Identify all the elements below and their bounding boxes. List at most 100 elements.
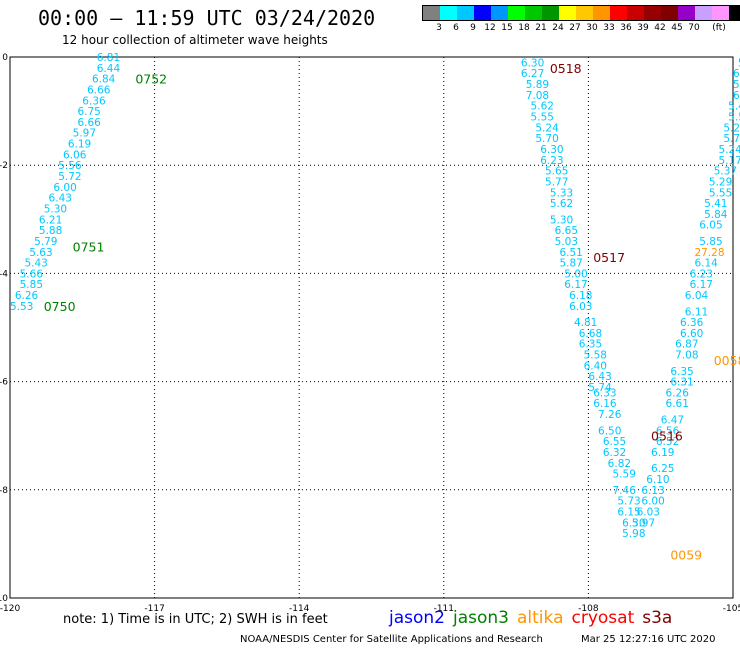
color-swatch xyxy=(729,6,740,20)
color-swatch xyxy=(440,6,457,20)
pass-time-label: 0518 xyxy=(550,61,582,76)
color-swatch xyxy=(559,6,576,20)
wave-height-value: 5.98 xyxy=(622,528,645,540)
color-swatch xyxy=(508,6,525,20)
wave-height-value: 5.65 xyxy=(545,166,568,178)
color-swatch xyxy=(610,6,627,20)
color-scale-unit: (ft) xyxy=(712,23,726,33)
pass-time-label: 0517 xyxy=(593,250,625,265)
map-frame xyxy=(9,56,734,599)
color-scale-label: 36 xyxy=(620,23,632,33)
wave-height-value: 6.11 xyxy=(685,306,708,318)
generation-timestamp: Mar 25 12:27:16 UTC 2020 xyxy=(581,634,716,645)
wave-height-value: 6.75 xyxy=(77,106,100,118)
wave-height-value: 6.23 xyxy=(690,268,713,280)
wave-height-value: 5.74 xyxy=(588,382,612,394)
color-swatch xyxy=(644,6,661,20)
wave-height-value: 6.10 xyxy=(646,474,669,486)
wave-height-value: 6.65 xyxy=(555,225,578,237)
wave-height-value: 5.37 xyxy=(714,166,737,178)
wave-height-value: 6.30 xyxy=(540,144,563,156)
color-swatch xyxy=(661,6,678,20)
y-tick-label: -6 xyxy=(0,378,8,388)
wave-height-value: 6.0 xyxy=(733,90,740,102)
wave-height-value: 6.14 xyxy=(694,258,718,270)
color-scale-label: 24 xyxy=(552,23,564,33)
wave-height-value: 6.50 xyxy=(598,425,621,437)
credit-text: NOAA/NESDIS Center for Satellite Applica… xyxy=(240,634,543,645)
y-tick-label: -4 xyxy=(0,269,8,279)
footer-note: note: 1) Time is in UTC; 2) SWH is in fe… xyxy=(63,612,328,627)
color-swatch xyxy=(678,6,695,20)
color-swatch xyxy=(423,6,440,20)
x-tick-label: -114 xyxy=(289,604,310,614)
wave-height-value: 5.73 xyxy=(723,133,740,145)
wave-height-value: 5.59 xyxy=(613,469,636,481)
color-scale-label: 9 xyxy=(470,23,476,33)
color-scale-label: 39 xyxy=(637,23,649,33)
wave-height-value: 6.60 xyxy=(680,328,703,340)
wave-height-value: 7.46 xyxy=(613,485,637,497)
wave-height-value: 6.04 xyxy=(685,290,709,302)
wave-height-value: 5.55 xyxy=(709,187,732,199)
wave-height-value: 5.62 xyxy=(531,101,554,113)
wave-height-value: 5.30 xyxy=(550,214,573,226)
wave-height-value: 6.44 xyxy=(97,63,121,75)
color-swatch xyxy=(457,6,474,20)
satellite-name: cryosat xyxy=(571,608,635,628)
color-swatch xyxy=(525,6,542,20)
wave-height-value: 5.53 xyxy=(10,301,33,313)
wave-height-value: 5.87 xyxy=(559,258,582,270)
pass-time-label: 0752 xyxy=(135,72,167,87)
wave-height-value: 6.55 xyxy=(603,436,626,448)
wave-height-value: 6.19 xyxy=(651,447,674,459)
wave-height-value: 6.23 xyxy=(540,155,563,167)
wave-height-value: 6.05 xyxy=(699,220,722,232)
wave-height-value: 6.17 xyxy=(564,279,587,291)
wave-height-value: 5.00 xyxy=(564,268,587,280)
color-scale-label: 6 xyxy=(453,23,459,33)
color-scale-bar xyxy=(422,5,740,21)
wave-height-value: 5.03 xyxy=(555,236,578,248)
wave-height-value: 6.61 xyxy=(666,398,689,410)
color-scale-label: 27 xyxy=(569,23,581,33)
wave-height-value: 27.28 xyxy=(694,247,724,259)
satellite-name: altika xyxy=(517,608,564,628)
color-scale-label: 18 xyxy=(518,23,530,33)
wave-height-value: 6.06 xyxy=(63,149,87,161)
wave-height-value: 6.19 xyxy=(68,139,91,151)
wave-height-value: 6.66 xyxy=(77,117,101,129)
wave-height-value: 6.36 xyxy=(680,317,704,329)
wave-height-value: 6.26 xyxy=(666,387,690,399)
y-tick-label: -2 xyxy=(0,161,8,171)
wave-height-value: 5.41 xyxy=(704,198,727,210)
satellite-name: jason2 xyxy=(389,608,445,628)
wave-height-value: 5.79 xyxy=(34,236,57,248)
wave-height-value: 5.29 xyxy=(709,176,732,188)
color-swatch xyxy=(542,6,559,20)
color-scale-label: 21 xyxy=(535,23,547,33)
wave-height-value: 6.30 xyxy=(622,517,645,529)
map-subtitle: 12 hour collection of altimeter wave hei… xyxy=(62,33,328,47)
wave-height-value: 5.72 xyxy=(58,171,81,183)
wave-height-value: 5.30 xyxy=(44,203,67,215)
x-tick-label: -108 xyxy=(578,604,599,614)
wave-height-value: 6.36 xyxy=(82,95,106,107)
map-title: 00:00 – 11:59 UTC 03/24/2020 xyxy=(38,6,376,30)
pass-time-label: 0058 xyxy=(714,353,740,368)
color-scale-label: 30 xyxy=(586,23,598,33)
wave-height-value: 6.43 xyxy=(49,193,72,205)
wave-height-value: 6.82 xyxy=(608,458,631,470)
wave-height-value: 6.16 xyxy=(593,398,617,410)
color-scale-legend: 3 6 9 12 15 18 21 24 27 30 33 36 39 42 45 70 (ft) xyxy=(422,5,740,35)
wave-height-value: 5.70 xyxy=(535,133,558,145)
color-swatch xyxy=(712,6,729,20)
wave-height-value: 7.26 xyxy=(598,409,622,421)
wave-height-value: 6.4 xyxy=(733,68,740,80)
color-swatch xyxy=(576,6,593,20)
pass-time-label: 0059 xyxy=(670,548,702,563)
x-tick-label: -111 xyxy=(434,604,454,614)
wave-height-value: 6.47 xyxy=(661,414,684,426)
wave-height-value: 5.23 xyxy=(723,122,740,134)
